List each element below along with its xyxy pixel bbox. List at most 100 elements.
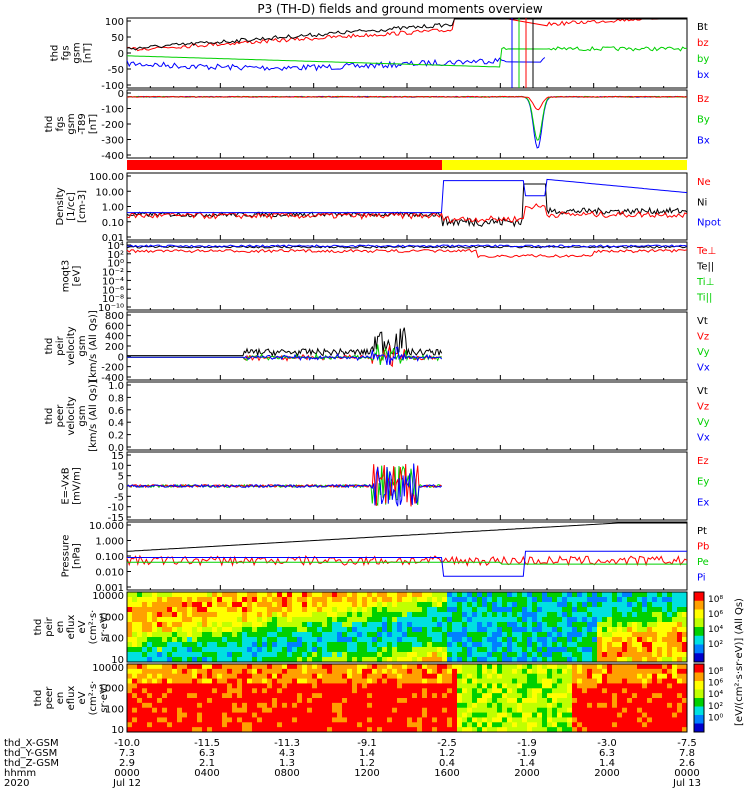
spectrogram-cell [532, 612, 538, 618]
spectrogram-cell [262, 647, 268, 653]
spectrogram-cell [307, 702, 313, 709]
spectrogram-cell [207, 707, 213, 714]
spectrogram-cell [657, 698, 663, 704]
spectrogram-cell [597, 632, 603, 638]
spectrogram-cell [677, 592, 683, 598]
spectrogram-cell [132, 722, 138, 728]
spectrogram-cell [417, 627, 423, 633]
orbit-value: 0000 [114, 768, 139, 779]
spectrogram-cell [192, 647, 198, 653]
legend-by: By [697, 115, 710, 126]
spectrogram-cell [447, 652, 453, 658]
spectrogram-cell [262, 597, 268, 603]
spectrogram-cell [312, 664, 318, 670]
spectrogram-cell [547, 722, 553, 728]
spectrogram-cell [427, 592, 433, 598]
spectrogram-cell [602, 647, 608, 653]
spectrogram-cell [332, 652, 338, 658]
spectrogram-cell [527, 702, 533, 709]
spectrogram-cell [457, 642, 463, 648]
spectrogram-cell [387, 683, 393, 689]
spectrogram-cell [212, 637, 218, 643]
spectrogram-cell [342, 683, 348, 689]
spectrogram-cell [497, 722, 503, 728]
spectrogram-cell [472, 698, 478, 704]
spectrogram-cell [612, 698, 618, 704]
spectrogram-cell [142, 652, 148, 658]
spectrogram-cell [247, 647, 253, 653]
spectrogram-cell [297, 602, 303, 608]
spectrogram-cell [422, 698, 428, 704]
spectrogram-cell [627, 673, 633, 680]
spectrogram-cell [567, 707, 573, 714]
spectrogram-cell [657, 657, 663, 663]
spectrogram-cell [537, 722, 543, 728]
spectrogram-cell [577, 698, 583, 704]
spectrogram-cell [597, 657, 603, 663]
spectrogram-cell [542, 688, 548, 694]
spectrogram-cell [657, 632, 663, 638]
spectrogram-cell [642, 617, 648, 623]
spectrogram-cell [207, 592, 213, 598]
spectrogram-cell [682, 602, 688, 608]
spectrogram-cell [207, 727, 213, 733]
spectrogram-cell [182, 727, 188, 733]
spectrogram-cell [547, 693, 553, 699]
spectrogram-cell [417, 652, 423, 658]
spectrogram-cell [132, 622, 138, 628]
spectrogram-cell [572, 702, 578, 709]
spectrogram-cell [372, 632, 378, 638]
spectrogram-cell [477, 668, 483, 675]
spectrogram-cell [247, 627, 253, 633]
spectrogram-cell [562, 693, 568, 699]
spectrogram-cell [397, 607, 403, 613]
spectrogram-cell [492, 722, 498, 728]
spectrogram-cell [402, 698, 408, 704]
spectrogram-cell [362, 683, 368, 689]
spectrogram-cell [257, 717, 263, 723]
spectrogram-cell [237, 683, 243, 689]
spectrogram-cell [387, 602, 393, 608]
spectrogram-cell [387, 637, 393, 643]
spectrogram-cell [402, 664, 408, 670]
spectrogram-cell [587, 727, 593, 733]
spectrogram-cell [392, 632, 398, 638]
spectrogram-cell [267, 664, 273, 670]
spectrogram-cell [412, 678, 418, 684]
spectrogram-cell [517, 693, 523, 699]
spectrogram-cell [167, 637, 173, 643]
spectrogram-cell [202, 617, 208, 623]
spectrogram-cell [147, 727, 153, 733]
spectrogram-cell [437, 717, 443, 723]
spectrogram-cell [347, 722, 353, 728]
spectrogram-cell [297, 642, 303, 648]
spectrogram-cell [232, 707, 238, 714]
spectrogram-cell [607, 617, 613, 623]
spectrogram-cell [292, 673, 298, 680]
spectrogram-cell [397, 627, 403, 633]
spectrogram-cell [477, 627, 483, 633]
spectrogram-cell [652, 652, 658, 658]
spectrogram-cell [482, 664, 488, 670]
spectrogram-cell [407, 688, 413, 694]
spectrogram-cell [447, 642, 453, 648]
spectrogram-cell [257, 597, 263, 603]
spectrogram-cell [657, 607, 663, 613]
spectrogram-cell [497, 607, 503, 613]
spectrogram-cell [492, 717, 498, 723]
spectrogram-cell [462, 592, 468, 598]
spectrogram-cell [627, 612, 633, 618]
spectrogram-cell [142, 722, 148, 728]
spectrogram-cell [142, 664, 148, 670]
y-tick-label: 10000 [92, 591, 124, 602]
spectrogram-cell [377, 607, 383, 613]
legend-ez: Ez [697, 456, 709, 467]
spectrogram-cell [682, 627, 688, 633]
spectrogram-cell [307, 622, 313, 628]
spectrogram-cell [617, 698, 623, 704]
spectrogram-cell [217, 698, 223, 704]
spectrogram-cell [617, 727, 623, 733]
spectrogram-cell [172, 683, 178, 689]
spectrogram-cell [222, 683, 228, 689]
spectrogram-cell [362, 712, 368, 718]
